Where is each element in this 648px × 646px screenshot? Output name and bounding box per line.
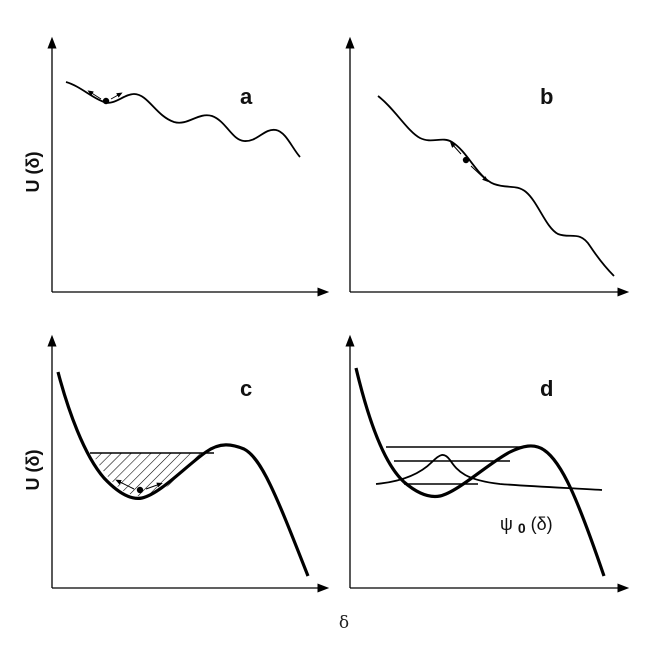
panel-c-motion-arrow-left <box>115 479 135 490</box>
x-axis-label: δ <box>339 613 349 633</box>
panel-c-motion-arrow-right <box>145 482 163 490</box>
panel-c-potential-curve <box>56 371 310 577</box>
panel-a-motion-arrow-right <box>110 92 123 100</box>
panel-a: a <box>47 36 330 297</box>
panel-b-motion-arrow-down <box>470 165 489 183</box>
panel-c-label: c <box>240 376 252 401</box>
panel-a-label: a <box>240 84 253 109</box>
wavefunction-psi: ψ <box>500 514 513 534</box>
panel-d-wavefunction-curve <box>375 454 603 491</box>
panel-d-potential-curve <box>354 367 606 577</box>
y-axis-label-top: U (δ) <box>23 152 43 193</box>
panel-b-potential-curve <box>377 95 615 277</box>
y-axis-label-bottom: U (δ) <box>23 450 43 491</box>
wavefunction-subscript: 0 <box>518 520 526 536</box>
wavefunction-label: ψ 0 (δ) <box>500 514 553 537</box>
panel-b-particle <box>462 156 470 164</box>
panel-b: b <box>345 36 630 297</box>
panel-d-label: d <box>540 376 553 401</box>
panel-d: d ψ 0 (δ) <box>345 334 630 593</box>
panel-c-particle <box>136 486 144 494</box>
panel-c: c <box>47 334 330 593</box>
panel-a-motion-arrow-left <box>87 90 102 100</box>
panel-b-label: b <box>540 84 553 109</box>
wavefunction-argument: (δ) <box>531 514 553 534</box>
panel-a-particle <box>102 97 110 105</box>
panel-b-motion-arrow-up <box>449 141 462 155</box>
panel-a-potential-curve <box>65 81 301 158</box>
panel-c-tunneling-region <box>92 453 210 496</box>
